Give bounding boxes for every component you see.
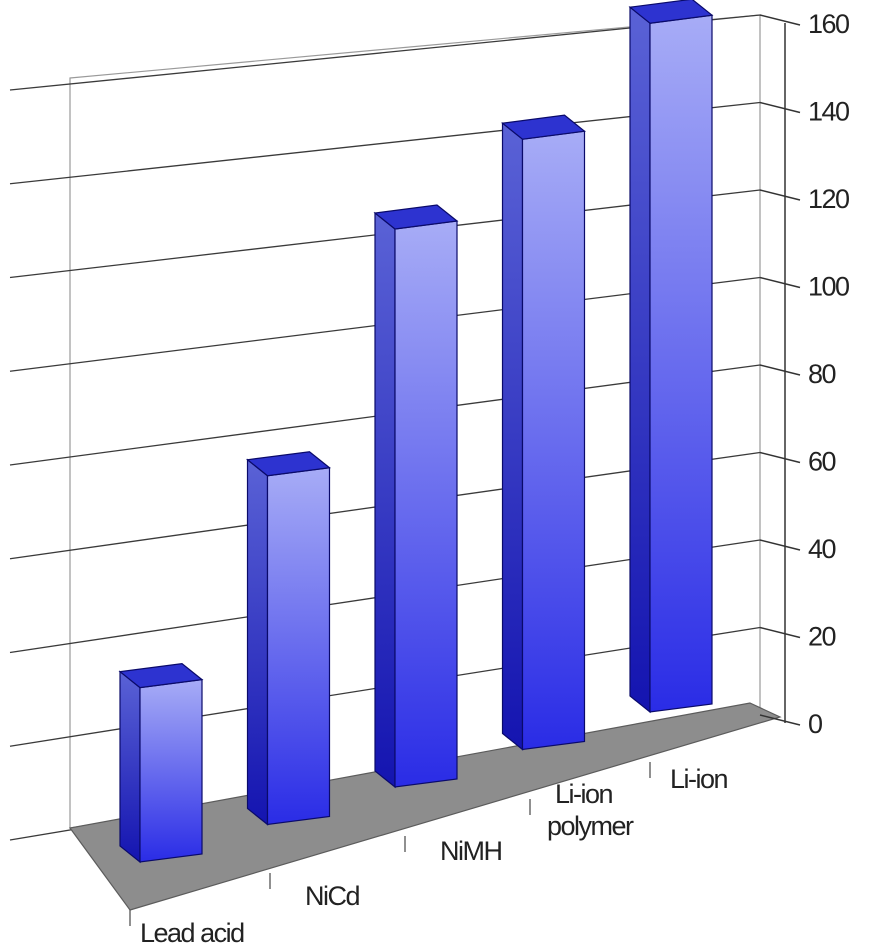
bar-side-face [246, 458, 269, 826]
y-tick-label: 60 [808, 447, 836, 477]
y-tick-mark [759, 189, 801, 201]
bar [628, 0, 714, 714]
y-tick-mark [759, 714, 801, 726]
category-label: NiCd [305, 881, 359, 911]
y-tick-label: 100 [808, 272, 849, 302]
y-tick-mark [759, 626, 801, 639]
bar-front-face [394, 220, 458, 788]
bar-front-face [139, 678, 203, 863]
bar-side-face [501, 121, 524, 751]
y-tick-label: 80 [808, 359, 836, 389]
y-axis: 0 20 40 60 80 100 120 140 160 [759, 9, 851, 739]
bar-side-face [374, 211, 396, 789]
bar [246, 451, 331, 826]
bar-top-face [501, 114, 586, 140]
y-tick-mark [759, 539, 801, 551]
bar-front-face [649, 14, 713, 713]
bar-side-face [629, 5, 651, 714]
y-tick-mark [759, 364, 801, 376]
category-label: Li-ion [670, 764, 728, 794]
y-tick-label: 120 [808, 184, 849, 214]
bar-side-face [119, 670, 141, 864]
y-tick-mark [759, 14, 801, 26]
y-tick-mark [759, 101, 801, 114]
bar [501, 114, 586, 751]
y-tick-label: 20 [808, 622, 836, 652]
bar-top-face [373, 204, 459, 230]
category-label: Li-ion polymer [547, 779, 634, 841]
y-tick-mark [759, 451, 801, 464]
bar-top-face [118, 662, 204, 689]
bar-top-face [246, 451, 331, 477]
category-label: NiMH [440, 836, 502, 866]
bar-front-face [266, 467, 331, 826]
category-labels: Lead acid NiCd NiMH Li-ion polymer Li-ion [129, 762, 729, 948]
y-tick-label: 140 [808, 97, 849, 127]
y-tick-mark [759, 276, 801, 289]
y-tick-label: 0 [808, 709, 822, 739]
bar [373, 204, 459, 789]
bar-front-face [521, 130, 586, 751]
bar [118, 662, 204, 864]
category-label: Lead acid [140, 918, 244, 948]
bar-top-face [628, 0, 714, 24]
y-tick-label: 160 [808, 9, 849, 39]
bars [118, 0, 714, 864]
y-tick-label: 40 [808, 534, 836, 564]
